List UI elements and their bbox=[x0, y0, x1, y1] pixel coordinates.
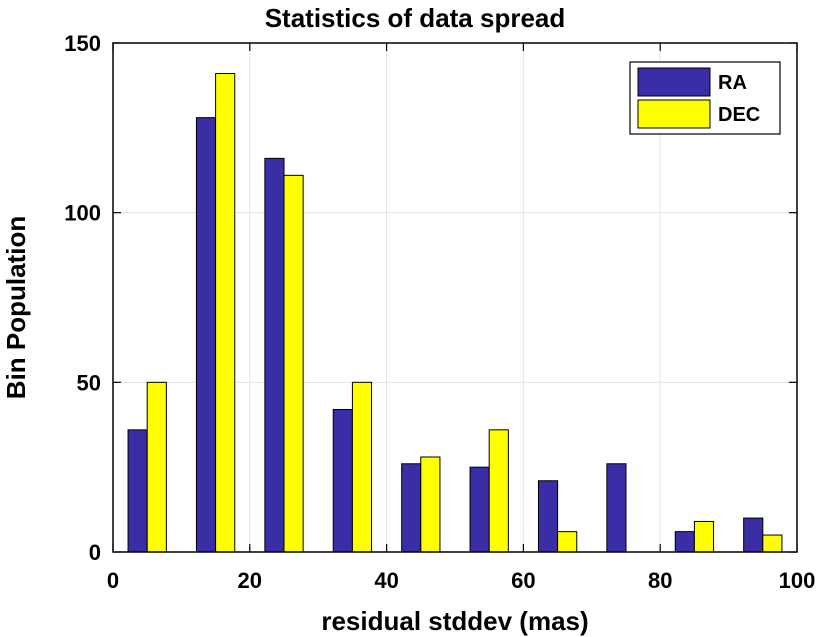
bar-ra-5 bbox=[469, 466, 490, 553]
x-tick-label-5: 100 bbox=[779, 568, 816, 593]
bar-dec-8 bbox=[693, 520, 715, 553]
bar-dec-2 bbox=[283, 174, 304, 553]
bar-ra-1 bbox=[195, 117, 217, 553]
y-tick-label-1: 50 bbox=[77, 370, 101, 395]
legend-swatch-ra bbox=[637, 67, 711, 97]
bar-ra-4 bbox=[401, 463, 422, 553]
bar-ra-6 bbox=[537, 480, 559, 553]
x-tick-label-3: 60 bbox=[511, 568, 535, 593]
bar-dec-4 bbox=[420, 456, 441, 553]
ticks: 0 20 40 60 80 100 0 50 100 150 bbox=[64, 31, 815, 593]
bar-ra-8 bbox=[674, 531, 695, 553]
bar-ra-3 bbox=[332, 408, 353, 553]
x-tick-label-0: 0 bbox=[107, 568, 119, 593]
bar-ra-9 bbox=[743, 517, 764, 553]
legend-label-ra: RA bbox=[718, 72, 747, 94]
plot-frame bbox=[112, 42, 798, 553]
bars bbox=[127, 73, 783, 553]
bar-dec-0 bbox=[146, 381, 167, 553]
bar-dec-3 bbox=[351, 381, 373, 553]
x-axis-label: residual stddev (mas) bbox=[321, 606, 588, 636]
legend-swatch-dec bbox=[637, 99, 711, 129]
chart-title: Statistics of data spread bbox=[265, 3, 566, 33]
y-tick-label-3: 150 bbox=[64, 31, 101, 56]
y-tick-label-2: 100 bbox=[64, 201, 101, 226]
bar-dec-5 bbox=[488, 429, 509, 553]
bar-dec-1 bbox=[215, 73, 236, 553]
y-tick-label-0: 0 bbox=[89, 540, 101, 565]
bar-ra-0 bbox=[127, 429, 148, 553]
x-tick-label-1: 20 bbox=[238, 568, 262, 593]
bar-dec-9 bbox=[762, 534, 783, 553]
legend: RA DEC bbox=[629, 61, 781, 135]
bar-ra-7 bbox=[606, 463, 627, 553]
y-axis-label: Bin Population bbox=[1, 216, 31, 399]
x-tick-label-2: 40 bbox=[374, 568, 398, 593]
legend-label-dec: DEC bbox=[718, 104, 760, 126]
bar-dec-6 bbox=[557, 531, 578, 553]
bar-ra-2 bbox=[264, 157, 285, 553]
x-tick-label-4: 80 bbox=[648, 568, 672, 593]
